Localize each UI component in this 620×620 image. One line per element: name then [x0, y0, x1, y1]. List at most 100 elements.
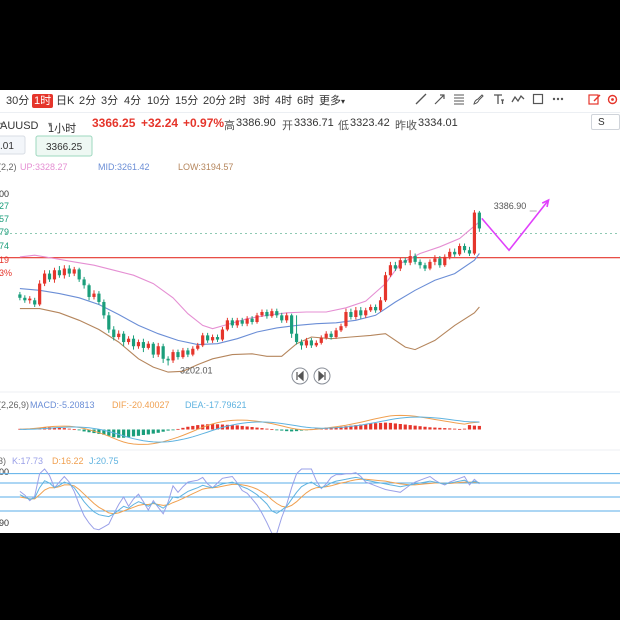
candle — [299, 339, 304, 350]
candle-body — [448, 251, 452, 257]
macd-bar — [453, 428, 457, 430]
arrow-line-icon[interactable] — [432, 93, 448, 109]
candle-body — [398, 260, 402, 269]
brush-icon[interactable] — [470, 93, 486, 109]
rectangle-icon[interactable] — [530, 93, 546, 109]
candle-body — [102, 301, 106, 316]
candle — [97, 291, 101, 305]
candle — [428, 259, 432, 271]
tf-20min[interactable]: 20分 — [203, 95, 227, 107]
candle — [472, 210, 477, 256]
tf-daily[interactable]: 日K — [56, 95, 75, 107]
macd-bar — [462, 428, 467, 430]
macd-bar — [136, 429, 141, 436]
tf-2hour[interactable]: 2时 — [229, 95, 247, 107]
candle — [82, 276, 86, 289]
candle-body — [477, 212, 481, 229]
candle — [265, 309, 269, 319]
edit-icon[interactable] — [586, 93, 602, 109]
grid-ruler-icon[interactable] — [451, 93, 467, 109]
scroll-right-button[interactable] — [313, 367, 331, 385]
candle-body — [265, 311, 269, 317]
macd-bar — [433, 427, 437, 430]
candle — [171, 349, 175, 363]
macd-bar — [270, 429, 274, 431]
tf-2min[interactable]: 2分 — [79, 95, 97, 107]
tf-more-menu[interactable]: 更多▾ — [319, 94, 345, 108]
candle — [398, 257, 402, 272]
macd-bar — [374, 423, 378, 430]
macd-bar — [230, 425, 234, 430]
candle — [354, 306, 358, 320]
last-price: 3366.25 — [92, 116, 136, 130]
candle — [245, 316, 249, 327]
candle-body — [304, 340, 309, 346]
candle — [33, 297, 37, 307]
candle — [309, 337, 313, 348]
tf-30min[interactable]: 30分 — [6, 95, 30, 107]
candle-body — [329, 333, 333, 338]
macd-bar — [206, 424, 210, 430]
candle — [52, 267, 57, 283]
text-tool-icon[interactable] — [491, 93, 507, 109]
kdj-k-line — [19, 468, 480, 533]
macd-bar — [225, 424, 229, 430]
candle — [131, 335, 136, 350]
candle — [122, 331, 126, 347]
candle — [324, 331, 328, 340]
pen-diagonal-icon[interactable] — [413, 93, 429, 109]
kdj-legend-k: K:17.73 — [12, 456, 43, 466]
macd-bar — [388, 422, 393, 430]
candle — [176, 349, 180, 360]
side-tag-button[interactable]: S — [591, 114, 620, 130]
candle — [161, 343, 165, 363]
candle-body — [82, 279, 86, 286]
quote-info-bar: AUUSD ▾ 1小时 ▾ 3366.25 +32.24 +0.97% 高 33… — [0, 114, 620, 135]
macd-bar — [82, 429, 86, 432]
candle — [225, 317, 229, 332]
more-dots-icon[interactable] — [550, 93, 566, 109]
tf-3min[interactable]: 3分 — [101, 95, 119, 107]
kdj-left-tick-1: 00 — [0, 467, 9, 477]
left-tick-2: 27 — [0, 201, 9, 211]
tf-4hour[interactable]: 4时 — [275, 95, 293, 107]
candle-body — [290, 315, 294, 334]
tf-10min[interactable]: 10分 — [147, 95, 171, 107]
macd-bar — [102, 429, 106, 435]
macd-legend-macd: MACD:-5.20813 — [30, 400, 95, 410]
macd-bar — [438, 427, 442, 430]
candle — [344, 308, 348, 328]
candle-body — [299, 342, 304, 346]
candle-body — [388, 265, 393, 276]
candle — [329, 331, 333, 340]
wave-line-icon[interactable] — [510, 93, 526, 109]
settings-icon[interactable] — [604, 93, 620, 109]
tf-3hour[interactable]: 3时 — [253, 95, 271, 107]
macd-bar — [280, 429, 284, 431]
candle-body — [131, 338, 136, 347]
tf-1hour[interactable]: 1时 — [32, 94, 54, 108]
tf-4min[interactable]: 4分 — [124, 95, 142, 107]
candle-body — [215, 337, 220, 340]
candle-body — [319, 337, 323, 343]
candle-body — [77, 269, 81, 280]
price-change: +32.24 — [141, 116, 179, 130]
candle — [57, 266, 62, 278]
macd-dif-line — [19, 414, 480, 445]
candle-body — [112, 329, 116, 338]
candle-body — [364, 310, 368, 316]
tf-6hour[interactable]: 6时 — [297, 95, 315, 107]
scroll-left-button[interactable] — [291, 367, 309, 385]
macd-bar — [398, 424, 402, 430]
tf-15min[interactable]: 15分 — [175, 95, 199, 107]
candle-body — [354, 310, 358, 317]
candle — [107, 311, 111, 333]
candle-body — [146, 343, 150, 348]
candle-body — [275, 311, 279, 316]
macd-bar — [57, 427, 62, 430]
candle — [314, 340, 318, 348]
candle-body — [166, 358, 170, 361]
high-label: 高 — [224, 120, 235, 132]
kdj-left-tick-2: 90 — [0, 518, 9, 528]
candle-body — [72, 269, 76, 274]
